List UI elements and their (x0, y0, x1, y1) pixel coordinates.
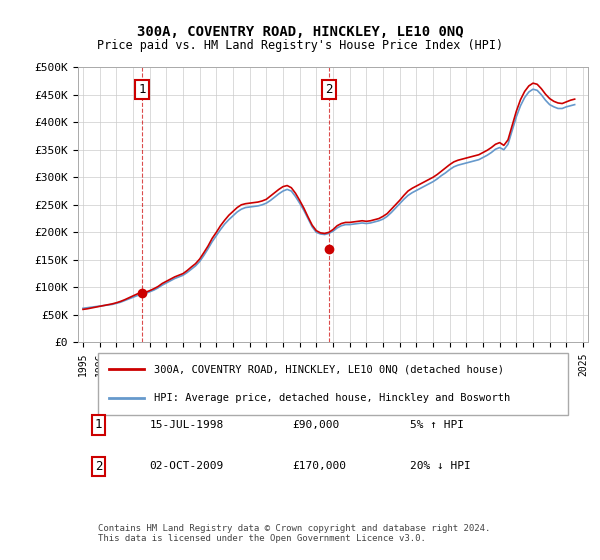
Text: 20% ↓ HPI: 20% ↓ HPI (409, 461, 470, 471)
Text: 2: 2 (325, 83, 332, 96)
Text: 1: 1 (138, 83, 146, 96)
Text: Price paid vs. HM Land Registry's House Price Index (HPI): Price paid vs. HM Land Registry's House … (97, 39, 503, 52)
Text: £170,000: £170,000 (292, 461, 346, 471)
Text: HPI: Average price, detached house, Hinckley and Bosworth: HPI: Average price, detached house, Hinc… (155, 393, 511, 403)
Text: 5% ↑ HPI: 5% ↑ HPI (409, 420, 464, 430)
Text: 1: 1 (95, 418, 102, 431)
Text: 2: 2 (95, 460, 102, 473)
FancyBboxPatch shape (98, 353, 568, 414)
Text: 02-OCT-2009: 02-OCT-2009 (149, 461, 224, 471)
Text: 300A, COVENTRY ROAD, HINCKLEY, LE10 0NQ (detached house): 300A, COVENTRY ROAD, HINCKLEY, LE10 0NQ … (155, 364, 505, 374)
Text: Contains HM Land Registry data © Crown copyright and database right 2024.
This d: Contains HM Land Registry data © Crown c… (98, 524, 491, 543)
Text: £90,000: £90,000 (292, 420, 340, 430)
Text: 300A, COVENTRY ROAD, HINCKLEY, LE10 0NQ: 300A, COVENTRY ROAD, HINCKLEY, LE10 0NQ (137, 25, 463, 39)
Text: 15-JUL-1998: 15-JUL-1998 (149, 420, 224, 430)
